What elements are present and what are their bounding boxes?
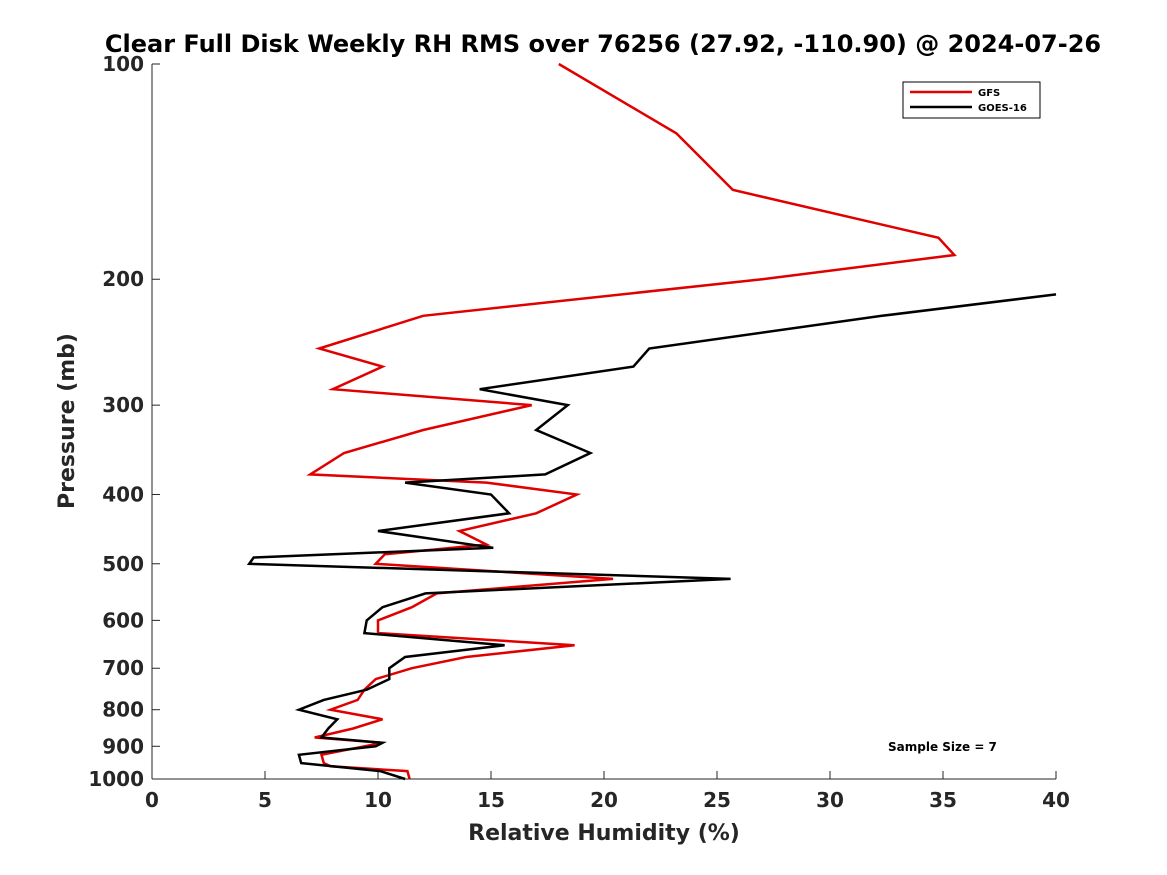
legend-gfs-label: GFS <box>978 88 1000 99</box>
x-tick-label: 35 <box>929 788 957 812</box>
y-tick-label: 700 <box>102 656 144 680</box>
y-axis-ticks: 100 200 300 400 500 600 700 800 900 1000 <box>88 52 160 791</box>
y-tick-label: 500 <box>102 552 144 576</box>
y-axis-label: Pressure (mb) <box>55 333 80 509</box>
chart-title: Clear Full Disk Weekly RH RMS over 76256… <box>105 30 1101 58</box>
x-tick-label: 30 <box>816 788 844 812</box>
x-tick-label: 0 <box>145 788 159 812</box>
x-tick-label: 40 <box>1042 788 1070 812</box>
series-layer <box>246 62 1057 781</box>
legend: GFS GOES-16 <box>902 81 1041 119</box>
legend-box <box>902 81 1041 119</box>
y-tick-label: 1000 <box>88 767 144 791</box>
x-axis-label: Relative Humidity (%) <box>468 821 740 846</box>
x-tick-label: 20 <box>590 788 618 812</box>
series-line-goes-16 <box>246 293 1057 781</box>
series-line-gfs <box>306 62 957 780</box>
y-tick-label: 300 <box>102 393 144 417</box>
x-tick-label: 10 <box>364 788 392 812</box>
y-tick-label: 800 <box>102 698 144 722</box>
y-tick-label: 200 <box>102 267 144 291</box>
x-tick-label: 25 <box>703 788 731 812</box>
legend-goes16-label: GOES-16 <box>978 103 1027 114</box>
y-tick-label: 400 <box>102 482 144 506</box>
x-tick-label: 15 <box>477 788 505 812</box>
x-tick-label: 5 <box>258 788 272 812</box>
y-tick-label: 100 <box>102 52 144 76</box>
y-tick-label: 900 <box>102 734 144 758</box>
x-axis-ticks: 0 5 10 15 20 25 30 35 40 <box>145 771 1070 812</box>
y-tick-label: 600 <box>102 608 144 632</box>
sample-size-annotation: Sample Size = 7 <box>888 740 997 754</box>
